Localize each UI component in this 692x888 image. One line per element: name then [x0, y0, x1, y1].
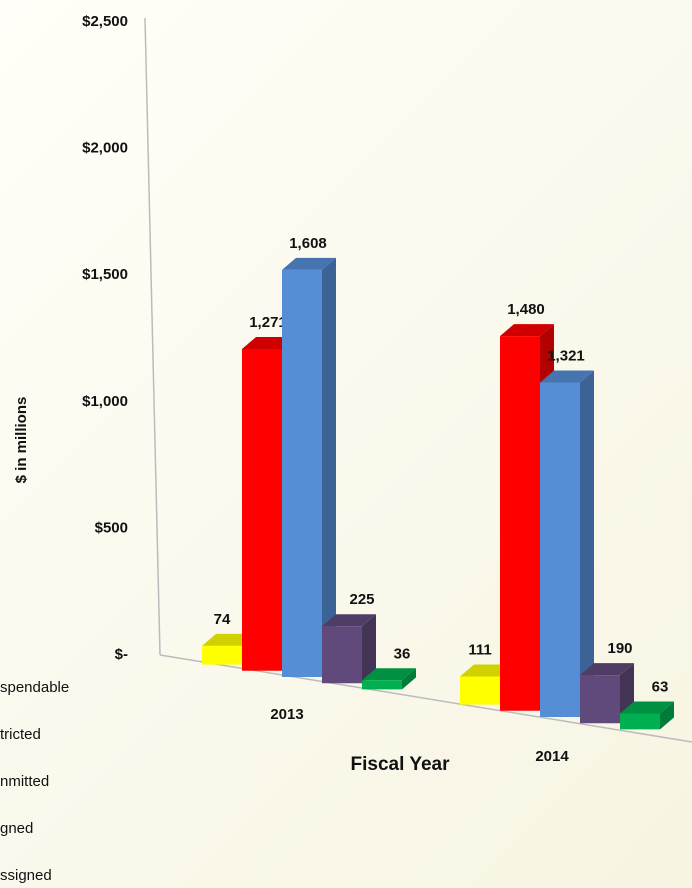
legend-label: spendable	[0, 679, 69, 696]
bar-front	[460, 676, 500, 705]
bar-front	[282, 269, 322, 678]
bar	[362, 668, 416, 690]
bar-front	[362, 680, 402, 690]
legend-label: gned	[0, 820, 33, 837]
x-tick-label: 2014	[535, 748, 569, 765]
bar-top	[322, 614, 376, 627]
bar-side	[580, 370, 594, 717]
bar-top	[282, 257, 336, 270]
bar-top	[580, 663, 634, 676]
bar-front	[242, 348, 282, 671]
y-tick-label: $500	[95, 519, 128, 536]
legend-label: nmitted	[0, 773, 49, 790]
y-axis-line	[144, 17, 161, 656]
bar	[322, 614, 376, 684]
y-tick-label: $2,000	[82, 140, 128, 157]
data-label: 1,608	[289, 235, 327, 252]
bar	[540, 370, 594, 717]
data-label: 74	[214, 611, 231, 628]
bar-top	[500, 324, 554, 337]
bar-top	[362, 668, 416, 681]
legend-label: ssigned	[0, 867, 52, 884]
data-label: 36	[394, 645, 411, 662]
bar-side	[660, 701, 674, 730]
legend-label: tricted	[0, 726, 41, 743]
data-label: 63	[652, 678, 669, 695]
x-tick-label: 2013	[270, 706, 303, 723]
y-tick-label: $1,500	[82, 266, 128, 283]
x-axis-label: Fiscal Year	[351, 754, 451, 775]
y-tick-label: $1,000	[82, 393, 128, 410]
bar-front	[202, 645, 242, 665]
data-label: 1,271	[249, 314, 287, 331]
data-label: 190	[607, 640, 632, 657]
bar-front	[540, 382, 580, 717]
bar-side	[322, 257, 336, 678]
bar-front	[580, 675, 620, 724]
data-label: 225	[349, 591, 374, 608]
y-tick-label: $-	[115, 646, 128, 663]
bar-top	[620, 701, 674, 714]
bar-front	[322, 626, 362, 684]
data-label: 1,321	[547, 347, 585, 364]
data-label: 1,480	[507, 301, 545, 318]
bar-front	[500, 336, 540, 711]
y-axis-label: $ in millions	[13, 397, 30, 484]
bar-side	[402, 668, 416, 690]
bar-side	[362, 614, 376, 684]
y-tick-label: $2,500	[82, 13, 128, 30]
data-label: 111	[468, 641, 491, 658]
bar-top	[540, 370, 594, 383]
bar-front	[620, 713, 660, 730]
bar	[620, 701, 674, 730]
bar	[282, 257, 336, 678]
